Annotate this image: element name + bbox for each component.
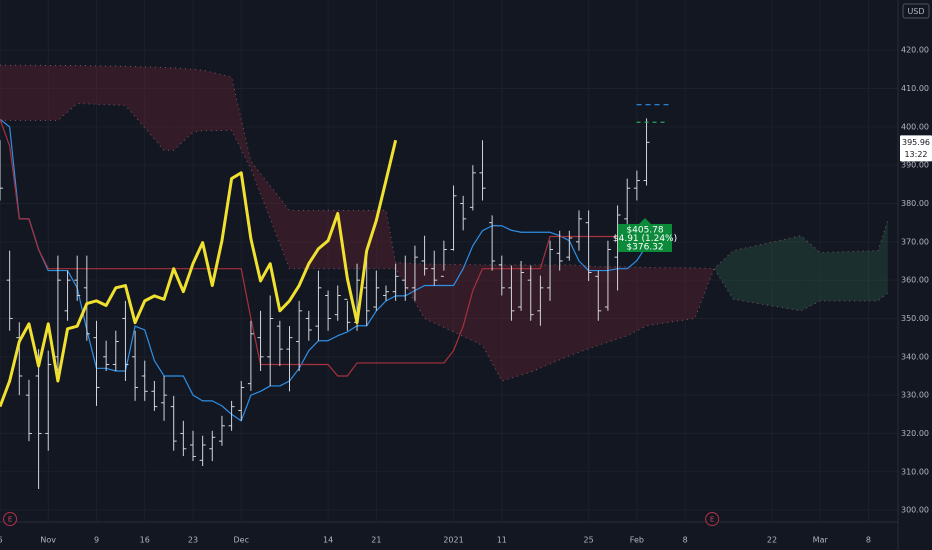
y-tick-label: 330.00 [901, 391, 929, 400]
cloud-segment [164, 67, 174, 151]
cloud-segment [173, 67, 193, 151]
y-tick-label: 320.00 [901, 429, 929, 438]
cloud-segment [250, 161, 290, 269]
cloud-segment [733, 235, 801, 311]
tooltip-high: $405.78 [626, 226, 663, 236]
tooltip: $405.78 $4.91 (1.24%) $376.32 [613, 218, 677, 253]
cloud-segment [501, 264, 531, 381]
y-tick-label: 350.00 [901, 314, 929, 323]
indicator-line [0, 118, 648, 422]
cloud-segment [646, 267, 695, 326]
x-tick-label: Nov [40, 536, 56, 545]
event-marker [3, 512, 18, 526]
x-tick-label: 9 [94, 536, 99, 545]
cloud-segment [57, 65, 78, 121]
x-tick-label: 11 [497, 536, 507, 545]
cloud-segment [192, 69, 203, 133]
cloud-segment [125, 66, 165, 151]
currency-box[interactable] [902, 3, 930, 19]
cloud-segment [385, 210, 396, 269]
cloud-segment [482, 264, 502, 381]
y-tick-label: 310.00 [901, 467, 929, 476]
cloud-segment [231, 77, 251, 170]
last-price-box [900, 135, 932, 162]
indicator-line [0, 139, 398, 408]
x-tick-label: 8 [866, 536, 871, 545]
x-tick-label: 2021 [443, 536, 463, 545]
axes: 420.00 410.00 400.00 390.00 380.00 370.00 360.… [0, 46, 932, 545]
x-tick-label: 22 [767, 536, 777, 545]
plot-area [0, 64, 889, 490]
last-price-label: 395.96 [902, 138, 930, 147]
cloud-segment [569, 264, 599, 356]
y-tick-label: 300.00 [901, 506, 929, 515]
event-label: E [8, 516, 12, 524]
x-tick-label: Feb [630, 536, 644, 545]
y-tick-label: 380.00 [901, 199, 929, 208]
x-tick-label: Dec [234, 536, 249, 545]
y-tick-label: 390.00 [901, 161, 929, 170]
x-tick-label: Mar [813, 536, 829, 545]
x-tick-label: 14 [323, 536, 333, 545]
cloud-segment [714, 250, 734, 300]
indicator-line [0, 118, 647, 377]
cloud-segment [598, 266, 628, 346]
y-tick-label: 340.00 [901, 352, 929, 361]
cloud-segment [878, 220, 888, 301]
y-tick-label: 400.00 [901, 122, 929, 131]
x-tick-label: 25 [584, 536, 594, 545]
y-tick-label: 410.00 [901, 84, 929, 93]
cloud-segment [800, 235, 821, 311]
currency: USD [907, 7, 924, 16]
x-tick-label: 16 [140, 536, 150, 545]
cloud-segment [820, 250, 879, 301]
x-tick-label: 6 [0, 536, 3, 545]
event-label: E [710, 516, 714, 524]
y-tick-label: 370.00 [901, 237, 929, 246]
y-tick-label: 360.00 [901, 276, 929, 285]
tooltip-box [618, 218, 672, 252]
cloud-span-a [0, 102, 889, 382]
cloud-segment [0, 65, 58, 121]
tooltip-low: $376.32 [626, 243, 663, 253]
x-tick-label: 23 [188, 536, 198, 545]
cloud-segment [627, 266, 647, 336]
countdown-label: 13:22 [904, 150, 927, 159]
event-marker [705, 512, 720, 526]
cloud-segment [77, 65, 126, 106]
x-tick-label: 21 [371, 536, 381, 545]
cloud-segment [202, 70, 232, 131]
tooltip-change: $4.91 (1.24%) [613, 234, 677, 244]
cloud-segment [395, 262, 425, 319]
x-tick-label: 8 [683, 536, 688, 545]
y-tick-label: 420.00 [901, 46, 929, 55]
